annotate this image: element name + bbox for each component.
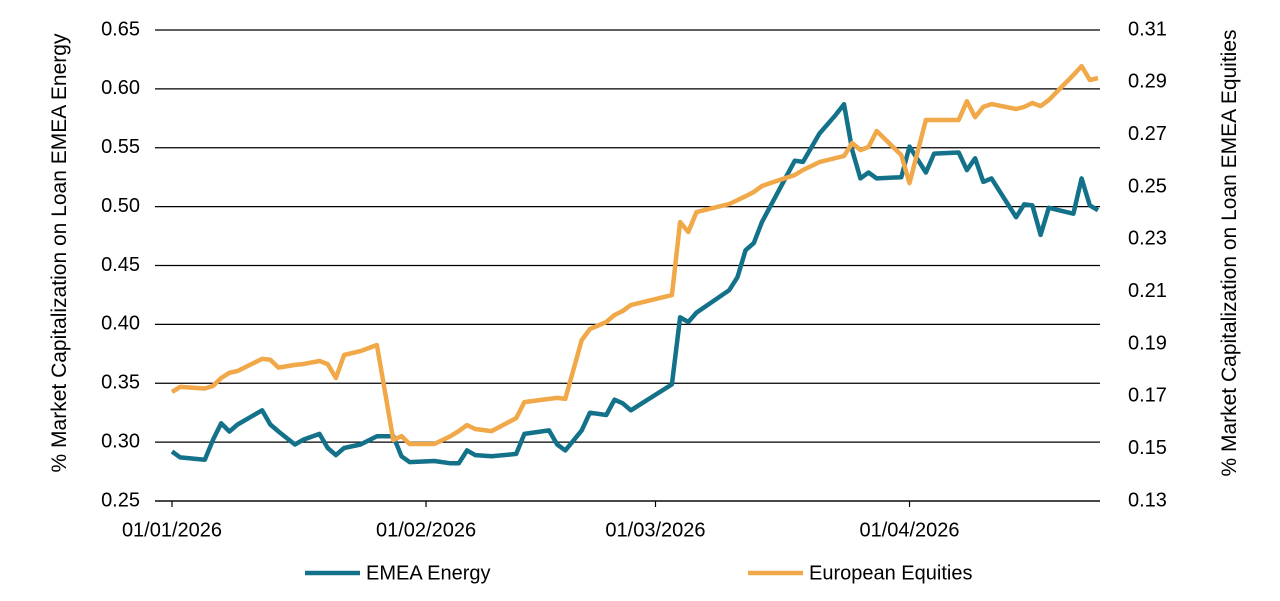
x-tick-label: 01/03/2026 [605, 519, 705, 541]
y2-tick-label: 0.15 [1128, 437, 1167, 459]
y2-tick-label: 0.19 [1128, 332, 1167, 354]
y2-tick-label: 0.23 [1128, 228, 1167, 250]
y2-tick-label: 0.21 [1128, 280, 1167, 302]
y-tick-label: 0.30 [101, 430, 140, 452]
y-tick-label: 0.45 [101, 254, 140, 276]
y2-tick-label: 0.31 [1128, 18, 1167, 40]
y2-tick-label: 0.13 [1128, 489, 1167, 511]
x-tick-label: 01/04/2026 [859, 519, 959, 541]
y2-tick-label: 0.29 [1128, 71, 1167, 93]
y-tick-label: 0.55 [101, 136, 140, 158]
legend-label: EMEA Energy [366, 562, 491, 584]
legend-label: European Equities [809, 562, 972, 584]
y2-tick-label: 0.17 [1128, 385, 1167, 407]
x-tick-label: 01/01/2026 [122, 519, 222, 541]
y-tick-label: 0.50 [101, 195, 140, 217]
y-tick-label: 0.35 [101, 372, 140, 394]
series-line [170, 101, 1100, 466]
y2-axis-title: % Market Capitalization on Loan EMEA Equ… [1218, 29, 1241, 477]
y-axis-title: % Market Capitalization on Loan EMEA Ene… [48, 33, 71, 473]
y-tick-label: 0.65 [101, 18, 140, 40]
series-line [170, 63, 1099, 447]
y-tick-label: 0.40 [101, 313, 140, 335]
y2-tick-label: 0.27 [1128, 123, 1167, 145]
y-tick-label: 0.25 [101, 489, 140, 511]
y2-tick-label: 0.25 [1128, 175, 1167, 197]
x-tick-label: 01/02/2026 [376, 519, 476, 541]
y-tick-label: 0.60 [101, 77, 140, 99]
